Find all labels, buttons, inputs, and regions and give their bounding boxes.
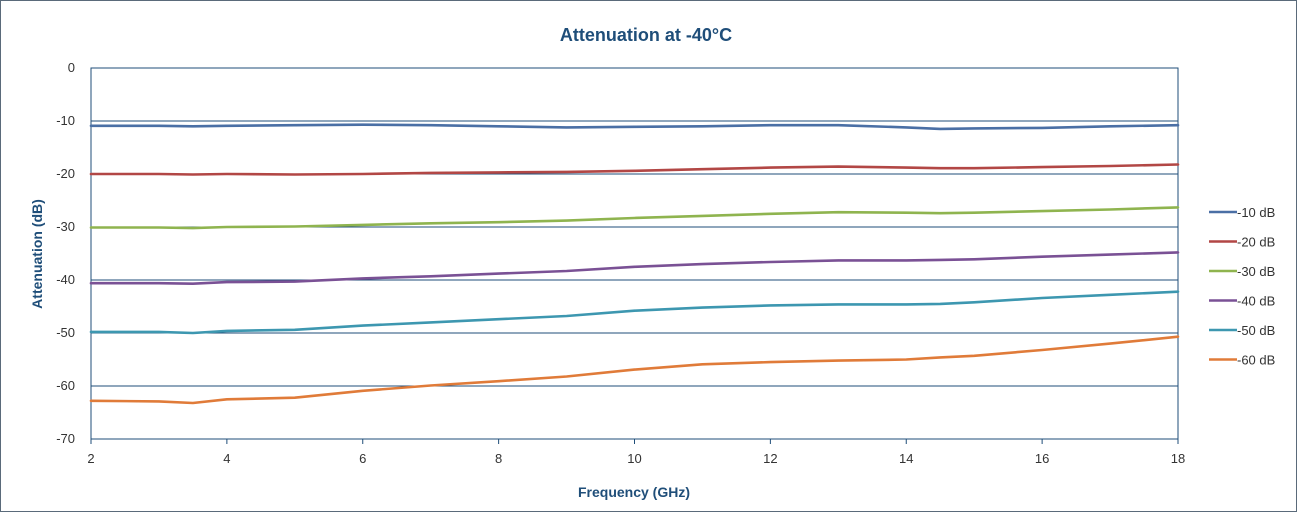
x-tick-label: 4 [223, 451, 230, 466]
legend-label: -40 dB [1237, 294, 1275, 309]
y-tick-label: -50 [56, 325, 75, 340]
series-line [89, 335, 1180, 405]
y-tick-label: -30 [56, 219, 75, 234]
series-line [89, 251, 1180, 286]
x-tick-label: 16 [1035, 451, 1049, 466]
y-tick-label: -70 [56, 431, 75, 446]
series-lines [89, 123, 1180, 405]
x-tick-label: 14 [899, 451, 913, 466]
legend-label: -30 dB [1237, 264, 1275, 279]
x-tick-label: 18 [1171, 451, 1185, 466]
legend-item: -20 dB [1209, 235, 1275, 250]
legend-item: -10 dB [1209, 205, 1275, 220]
x-axis-title: Frequency (GHz) [578, 484, 690, 500]
legend: -10 dB -20 dB -30 dB -40 dB -50 dB -60 dB [1209, 205, 1275, 368]
chart-title: Attenuation at -40°C [560, 25, 732, 45]
y-tick-label: -60 [56, 378, 75, 393]
legend-label: -60 dB [1237, 353, 1275, 368]
x-tick-label: 10 [627, 451, 641, 466]
x-tick-label: 6 [359, 451, 366, 466]
y-tick-label: -40 [56, 272, 75, 287]
series-line [89, 206, 1180, 230]
legend-item: -60 dB [1209, 353, 1275, 368]
legend-label: -20 dB [1237, 235, 1275, 250]
x-tick-label: 2 [87, 451, 94, 466]
legend-item: -50 dB [1209, 323, 1275, 338]
series-line [89, 123, 1180, 131]
y-tick-label: -10 [56, 113, 75, 128]
x-axis-ticks: 2 4 6 8 10 12 14 16 18 [87, 439, 1185, 466]
y-tick-label: 0 [68, 60, 75, 75]
plot-area [90, 67, 1179, 440]
legend-item: -30 dB [1209, 264, 1275, 279]
legend-item: -40 dB [1209, 294, 1275, 309]
y-axis-ticks: 0 -10 -20 -30 -40 -50 -60 -70 [56, 60, 75, 446]
legend-label: -10 dB [1237, 205, 1275, 220]
series-line [89, 290, 1180, 335]
series-line [89, 163, 1180, 176]
y-axis-title: Attenuation (dB) [29, 199, 45, 309]
x-tick-label: 8 [495, 451, 502, 466]
x-tick-label: 12 [763, 451, 777, 466]
y-tick-label: -20 [56, 166, 75, 181]
grid-lines [91, 67, 1178, 440]
legend-label: -50 dB [1237, 323, 1275, 338]
